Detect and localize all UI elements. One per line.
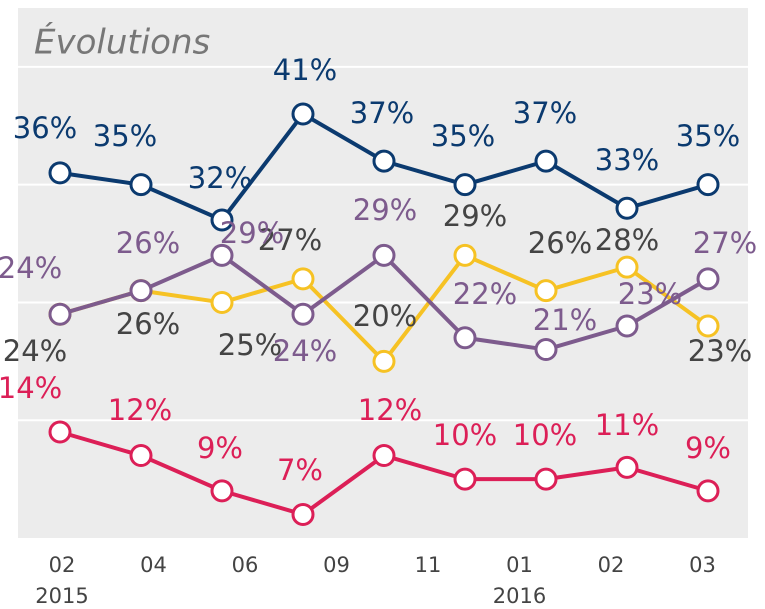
data-label: 37% <box>350 96 414 130</box>
point <box>210 243 234 267</box>
data-label: 25% <box>218 328 282 362</box>
data-label: 22% <box>453 277 517 311</box>
point <box>453 467 477 491</box>
data-label: 23% <box>618 277 682 311</box>
point <box>372 349 396 373</box>
data-label: 9% <box>685 431 731 465</box>
point <box>129 173 153 197</box>
data-label: 35% <box>676 119 740 153</box>
data-label: 12% <box>108 393 172 427</box>
data-label: 26% <box>116 307 180 341</box>
data-label: 9% <box>197 431 243 465</box>
chart-title: Évolutions <box>34 22 210 63</box>
point <box>534 338 558 362</box>
point <box>291 302 315 326</box>
data-label: 35% <box>93 119 157 153</box>
data-label: 21% <box>533 303 597 337</box>
point <box>291 267 315 291</box>
point <box>291 102 315 126</box>
x-tick-label: 01 <box>506 553 533 577</box>
data-label: 27% <box>693 226 757 260</box>
point <box>534 467 558 491</box>
data-label: 10% <box>513 418 577 452</box>
data-label: 33% <box>595 143 659 177</box>
point <box>48 302 72 326</box>
point <box>453 326 477 350</box>
point <box>48 420 72 444</box>
data-label: 27% <box>258 223 322 257</box>
point <box>210 479 234 503</box>
x-tick-label: 06 <box>232 553 259 577</box>
data-label: 41% <box>273 53 337 87</box>
data-label: 14% <box>0 371 62 405</box>
point <box>372 243 396 267</box>
point <box>534 279 558 303</box>
data-label: 28% <box>595 223 659 257</box>
data-label: 35% <box>431 119 495 153</box>
data-label: 29% <box>220 216 284 250</box>
point <box>453 173 477 197</box>
point <box>615 255 639 279</box>
data-label: 12% <box>358 393 422 427</box>
data-label: 26% <box>116 226 180 260</box>
point <box>291 502 315 526</box>
data-label: 36% <box>13 111 77 145</box>
data-label: 29% <box>353 193 417 227</box>
point <box>615 314 639 338</box>
point <box>372 444 396 468</box>
data-label: 24% <box>273 334 337 368</box>
point <box>615 455 639 479</box>
data-label: 7% <box>277 453 323 487</box>
data-label: 23% <box>688 334 752 368</box>
data-label: 11% <box>595 408 659 442</box>
point <box>372 149 396 173</box>
point <box>696 173 720 197</box>
point <box>696 314 720 338</box>
point <box>48 161 72 185</box>
x-year-label: 2015 <box>35 584 88 608</box>
x-tick-label: 02 <box>598 553 625 577</box>
x-tick-label: 04 <box>140 553 167 577</box>
point <box>696 267 720 291</box>
point <box>696 479 720 503</box>
data-label: 20% <box>353 299 417 333</box>
x-tick-label: 02 <box>49 553 76 577</box>
data-label: 24% <box>0 251 62 285</box>
x-year-label: 2016 <box>493 584 546 608</box>
data-label: 10% <box>433 418 497 452</box>
point <box>534 149 558 173</box>
data-label: 24% <box>3 334 67 368</box>
point <box>210 290 234 314</box>
x-tick-label: 11 <box>415 553 442 577</box>
point <box>129 444 153 468</box>
data-label: 26% <box>528 226 592 260</box>
point <box>615 196 639 220</box>
point <box>210 208 234 232</box>
point <box>453 243 477 267</box>
x-tick-label: 09 <box>323 553 350 577</box>
point <box>129 279 153 303</box>
data-label: 37% <box>513 96 577 130</box>
data-label: 32% <box>188 161 252 195</box>
x-tick-label: 03 <box>689 553 716 577</box>
data-label: 29% <box>443 199 507 233</box>
